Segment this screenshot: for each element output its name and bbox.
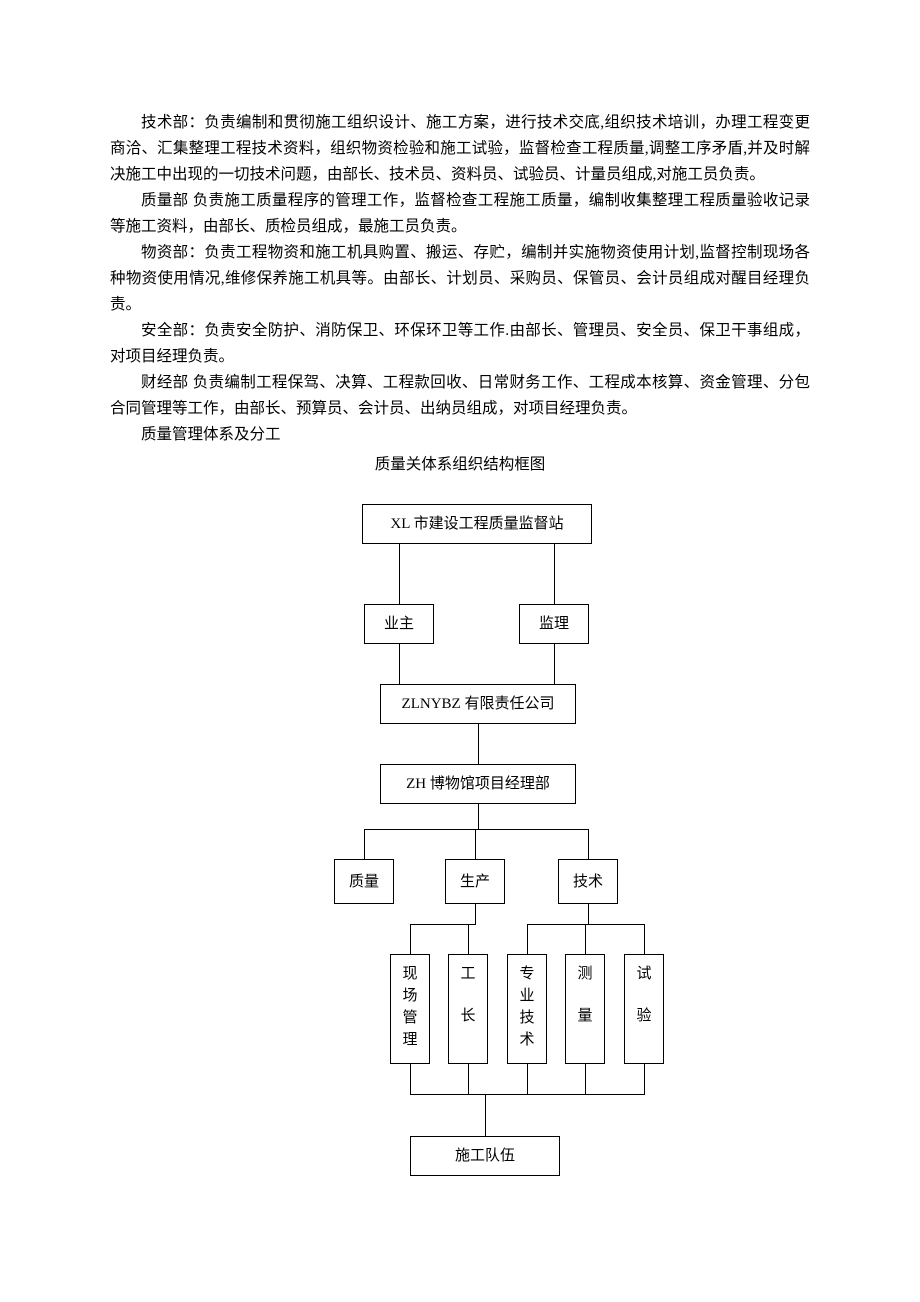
label: 长: [460, 1005, 475, 1027]
edge: [475, 829, 476, 859]
node-construction-team: 施工队伍: [410, 1136, 560, 1176]
edge: [364, 829, 589, 830]
label: 量: [577, 1005, 592, 1027]
edge: [468, 1064, 469, 1094]
edge: [554, 644, 555, 684]
edge: [410, 924, 411, 954]
paragraph-safety: 安全部：负责安全防护、消防保卫、环保环卫等工作.由部长、管理员、安全员、保卫干事…: [110, 318, 810, 370]
edge: [410, 1094, 645, 1095]
label: 测: [577, 963, 592, 985]
edge: [364, 829, 365, 859]
node-foreman: 工长: [448, 954, 488, 1064]
edge: [585, 1064, 586, 1094]
node-survey: 测量: [565, 954, 605, 1064]
edge: [527, 924, 528, 954]
edge: [644, 924, 645, 954]
label: 验: [636, 1005, 651, 1027]
paragraph-tech: 技术部：负责编制和贯彻施工组织设计、施工方案，进行技术交底,组织技术培训，办理工…: [110, 110, 810, 188]
node-test: 试验: [624, 954, 664, 1064]
paragraph-material: 物资部：负责工程物资和施工机具购置、搬运、存贮，编制并实施物资使用计划,监督控制…: [110, 240, 810, 318]
node-pro-tech: 专业技术: [507, 954, 547, 1064]
edge: [475, 904, 476, 924]
edge: [468, 924, 469, 954]
node-company: ZLNYBZ 有限责任公司: [380, 684, 576, 724]
label: 现场管理: [402, 963, 417, 1051]
edge: [585, 924, 586, 954]
node-field-mgmt: 现场管理: [390, 954, 430, 1064]
label: 工: [460, 963, 475, 985]
org-chart: XL 市建设工程质量监督站 业主 监理 ZLNYBZ 有限责任公司 ZH 博物馆…: [110, 504, 810, 1224]
label: 专业技术: [519, 963, 534, 1051]
edge: [644, 1064, 645, 1094]
node-owner: 业主: [364, 604, 434, 644]
edge: [527, 1064, 528, 1094]
chart-title: 质量关体系组织结构框图: [110, 452, 810, 474]
edge: [527, 924, 645, 925]
paragraph-qms: 质量管理体系及分工: [110, 422, 810, 448]
edge: [399, 644, 400, 684]
label: 试: [636, 963, 651, 985]
paragraph-quality: 质量部 负责施工质量程序的管理工作，监督检查工程施工质量，编制收集整理工程质量验…: [110, 188, 810, 240]
node-supervision: XL 市建设工程质量监督站: [362, 504, 592, 544]
edge: [478, 724, 479, 764]
edge: [554, 544, 555, 604]
edge: [410, 924, 476, 925]
edge: [478, 804, 479, 829]
edge: [399, 544, 400, 604]
node-production-dept: 生产: [445, 859, 505, 904]
node-tech-dept: 技术: [558, 859, 618, 904]
node-quality-dept: 质量: [334, 859, 394, 904]
edge: [410, 1064, 411, 1094]
edge: [485, 1094, 486, 1136]
node-project: ZH 博物馆项目经理部: [380, 764, 576, 804]
edge: [588, 829, 589, 859]
paragraph-finance: 财经部 负责编制工程保驾、决算、工程款回收、日常财务工作、工程成本核算、资金管理…: [110, 370, 810, 422]
edge: [588, 904, 589, 924]
node-supervisor: 监理: [519, 604, 589, 644]
